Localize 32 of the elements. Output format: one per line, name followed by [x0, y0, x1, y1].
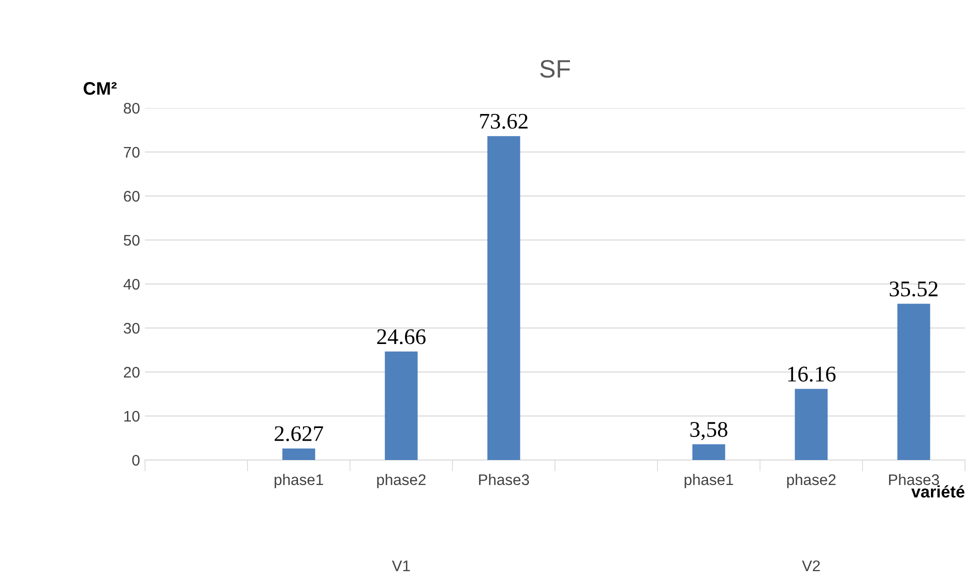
y-tick-label: 80	[124, 102, 140, 114]
x-tick-label: Phase3	[889, 474, 939, 486]
data-label: 2.627	[274, 426, 324, 442]
x-tick-label: phase1	[274, 474, 324, 488]
text: V2	[802, 560, 820, 572]
chart-title: SF	[540, 60, 570, 78]
x-tick-label: phase1	[684, 474, 734, 488]
data-label: 35.52	[890, 281, 938, 297]
bar	[282, 448, 316, 460]
bar	[794, 388, 828, 460]
y-axis-title: CM²	[84, 82, 117, 95]
bar	[897, 304, 930, 460]
y-tick-label: 40	[124, 278, 140, 290]
bar	[384, 351, 418, 460]
data-label: 16.16	[788, 366, 836, 382]
x-tick-label: Phase3	[479, 474, 529, 486]
y-tick-label: 60	[124, 190, 140, 202]
y-tick-label: 30	[124, 322, 140, 334]
data-label: 3,58	[690, 422, 728, 440]
y-tick-label: 10	[124, 410, 140, 422]
x-axis-title: variété	[911, 485, 964, 498]
text: V1	[392, 560, 410, 572]
y-tick-label: 70	[124, 146, 140, 158]
data-label: 24.66	[377, 329, 426, 344]
bar	[487, 136, 520, 460]
y-tick-label: 50	[124, 234, 140, 246]
y-tick-label: 0	[132, 454, 140, 466]
x-tick-label: phase2	[787, 474, 836, 488]
bar	[692, 444, 726, 460]
y-tick-label: 20	[124, 366, 140, 378]
data-label: 73.62	[480, 114, 528, 129]
x-tick-label: phase2	[377, 474, 426, 488]
